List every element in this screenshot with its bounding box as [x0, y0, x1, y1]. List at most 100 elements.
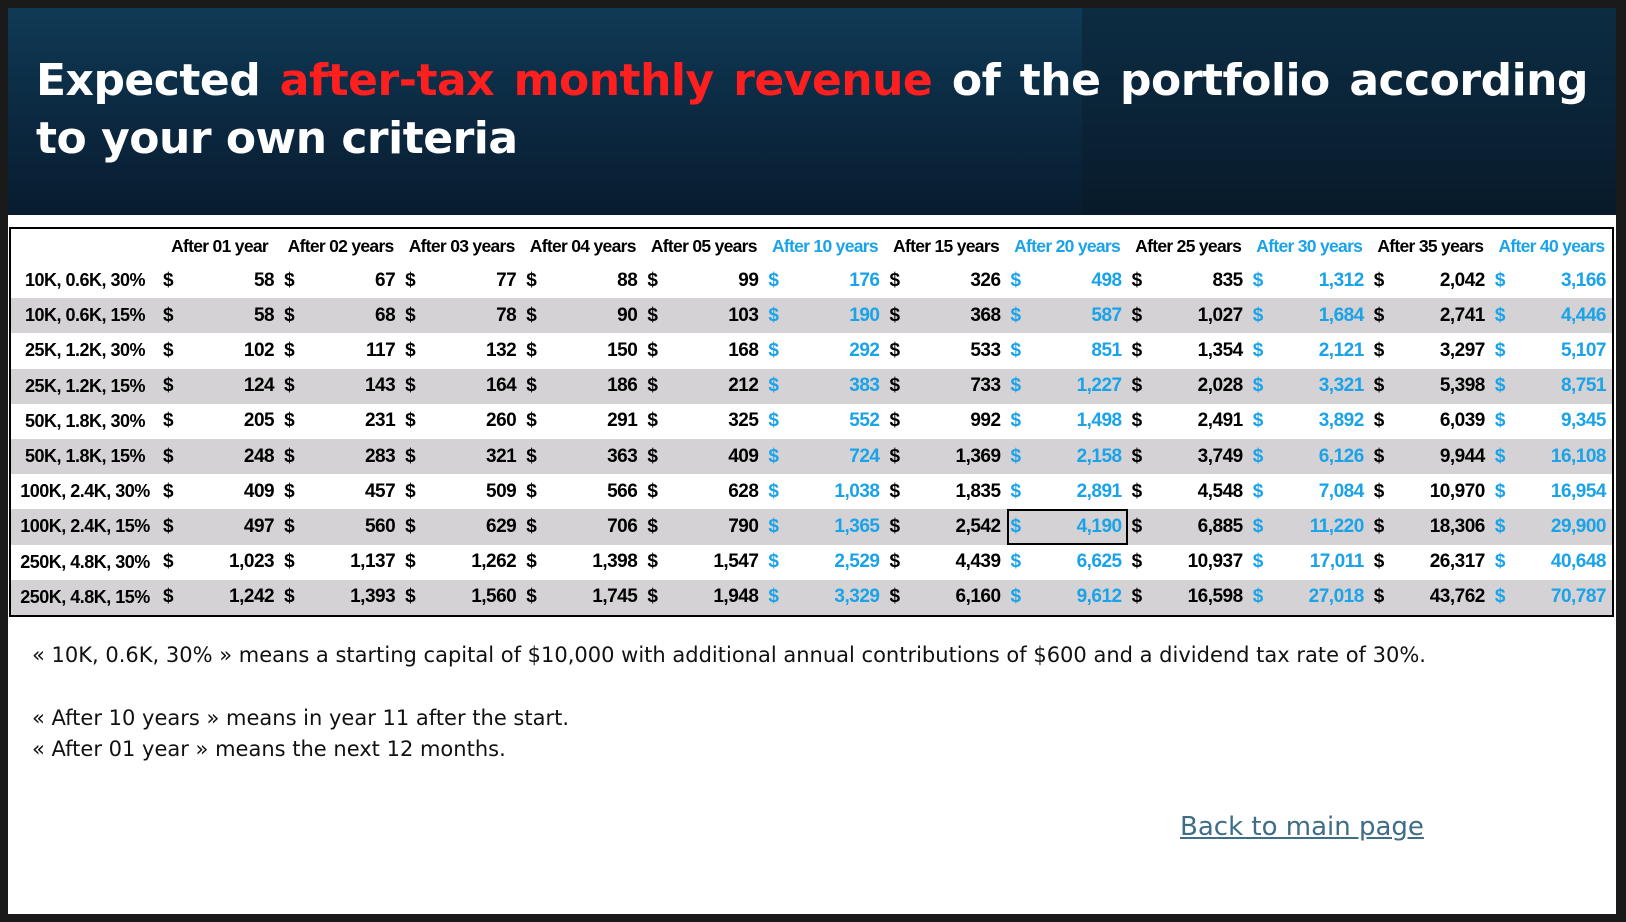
value-cell[interactable]: $1,560	[401, 579, 523, 615]
value-cell[interactable]: $248	[159, 438, 281, 475]
value-cell[interactable]: $3,321	[1248, 368, 1370, 404]
value-cell[interactable]: $1,393	[280, 579, 402, 615]
value-cell[interactable]: $1,498	[1007, 404, 1128, 439]
value-cell[interactable]: $733	[885, 368, 1007, 404]
value-cell[interactable]: $457	[280, 474, 401, 509]
value-cell[interactable]: $132	[401, 333, 522, 368]
value-cell[interactable]: $3,166	[1491, 263, 1612, 298]
value-cell[interactable]: $1,137	[280, 545, 401, 580]
value-cell[interactable]: $325	[643, 404, 764, 439]
value-cell[interactable]: $2,121	[1249, 333, 1370, 368]
value-cell[interactable]: $552	[764, 404, 885, 439]
value-cell[interactable]: $2,529	[764, 545, 885, 580]
value-cell[interactable]: $67	[280, 263, 401, 298]
value-cell[interactable]: $1,242	[159, 579, 281, 615]
value-cell[interactable]: $533	[885, 333, 1006, 368]
value-cell[interactable]: $566	[522, 474, 643, 509]
value-cell[interactable]: $706	[522, 509, 644, 545]
value-cell[interactable]: $368	[885, 298, 1007, 334]
value-cell[interactable]: $212	[643, 368, 765, 404]
value-cell[interactable]: $1,745	[522, 579, 644, 615]
value-cell[interactable]: $88	[522, 263, 643, 298]
value-cell[interactable]: $2,028	[1127, 368, 1249, 404]
value-cell[interactable]: $16,108	[1490, 438, 1612, 475]
value-cell[interactable]: $629	[401, 509, 523, 545]
value-cell[interactable]: $143	[280, 368, 402, 404]
value-cell[interactable]: $176	[764, 263, 885, 298]
value-cell[interactable]: $6,160	[885, 579, 1007, 615]
value-cell[interactable]: $1,027	[1127, 298, 1249, 334]
value-cell[interactable]: $58	[159, 263, 280, 298]
value-cell[interactable]: $4,439	[885, 545, 1006, 580]
value-cell[interactable]: $498	[1007, 263, 1128, 298]
value-cell[interactable]: $3,329	[764, 579, 886, 615]
value-cell[interactable]: $9,944	[1369, 438, 1491, 475]
value-cell[interactable]: $1,369	[885, 438, 1007, 475]
value-cell[interactable]: $2,158	[1006, 438, 1128, 475]
value-cell[interactable]: $851	[1007, 333, 1128, 368]
value-cell[interactable]: $321	[401, 438, 523, 475]
value-cell[interactable]: $5,107	[1491, 333, 1612, 368]
value-cell[interactable]: $3,749	[1127, 438, 1249, 475]
value-cell[interactable]: $292	[764, 333, 885, 368]
value-cell[interactable]: $1,227	[1006, 368, 1128, 404]
value-cell[interactable]: $790	[643, 509, 765, 545]
value-cell[interactable]: $1,547	[643, 545, 764, 580]
value-cell[interactable]: $3,297	[1370, 333, 1491, 368]
value-cell[interactable]: $16,954	[1491, 474, 1612, 509]
value-cell[interactable]: $2,741	[1369, 298, 1491, 334]
value-cell[interactable]: $9,612	[1006, 579, 1128, 615]
value-cell[interactable]: $27,018	[1248, 579, 1370, 615]
value-cell[interactable]: $43,762	[1369, 579, 1491, 615]
value-cell[interactable]: $9,345	[1491, 404, 1612, 439]
value-cell[interactable]: $2,891	[1007, 474, 1128, 509]
value-cell[interactable]: $18,306	[1369, 509, 1491, 545]
value-cell[interactable]: $29,900	[1490, 509, 1612, 545]
value-cell[interactable]: $2,491	[1128, 404, 1249, 439]
value-cell[interactable]: $992	[885, 404, 1006, 439]
value-cell[interactable]: $587	[1006, 298, 1128, 334]
value-cell[interactable]: $58	[159, 298, 281, 334]
value-cell[interactable]: $5,398	[1369, 368, 1491, 404]
value-cell[interactable]: $1,948	[643, 579, 765, 615]
value-cell[interactable]: $68	[280, 298, 402, 334]
value-cell[interactable]: $1,398	[522, 545, 643, 580]
value-cell[interactable]: $724	[764, 438, 886, 475]
value-cell[interactable]: $497	[159, 509, 281, 545]
value-cell[interactable]: $1,684	[1248, 298, 1370, 334]
value-cell[interactable]: $99	[643, 263, 764, 298]
value-cell[interactable]: $16,598	[1127, 579, 1249, 615]
value-cell[interactable]: $190	[764, 298, 886, 334]
value-cell[interactable]: $6,126	[1248, 438, 1370, 475]
value-cell[interactable]: $383	[764, 368, 886, 404]
value-cell[interactable]: $70,787	[1490, 579, 1612, 615]
value-cell[interactable]: $168	[643, 333, 764, 368]
value-cell[interactable]: $150	[522, 333, 643, 368]
value-cell[interactable]: $124	[159, 368, 281, 404]
value-cell[interactable]: $1,835	[885, 474, 1006, 509]
value-cell[interactable]: $40,648	[1491, 545, 1612, 580]
value-cell[interactable]: $4,446	[1490, 298, 1612, 334]
value-cell[interactable]: $2,042	[1370, 263, 1491, 298]
value-cell[interactable]: $78	[401, 298, 523, 334]
value-cell[interactable]: $1,262	[401, 545, 522, 580]
value-cell[interactable]: $164	[401, 368, 523, 404]
value-cell[interactable]: $77	[401, 263, 522, 298]
value-cell[interactable]: $326	[885, 263, 1006, 298]
value-cell[interactable]: $2,542	[885, 509, 1007, 545]
value-cell[interactable]: $6,885	[1127, 509, 1249, 545]
value-cell[interactable]: $90	[522, 298, 644, 334]
value-cell[interactable]: $3,892	[1249, 404, 1370, 439]
value-cell[interactable]: $260	[401, 404, 522, 439]
value-cell[interactable]: $509	[401, 474, 522, 509]
value-cell[interactable]: $4,190	[1006, 509, 1128, 545]
value-cell[interactable]: $231	[280, 404, 401, 439]
value-cell[interactable]: $4,548	[1128, 474, 1249, 509]
value-cell[interactable]: $560	[280, 509, 402, 545]
value-cell[interactable]: $17,011	[1249, 545, 1370, 580]
value-cell[interactable]: $291	[522, 404, 643, 439]
value-cell[interactable]: $1,354	[1128, 333, 1249, 368]
value-cell[interactable]: $26,317	[1370, 545, 1491, 580]
value-cell[interactable]: $409	[643, 438, 765, 475]
back-to-main-link[interactable]: Back to main page	[1180, 812, 1424, 842]
